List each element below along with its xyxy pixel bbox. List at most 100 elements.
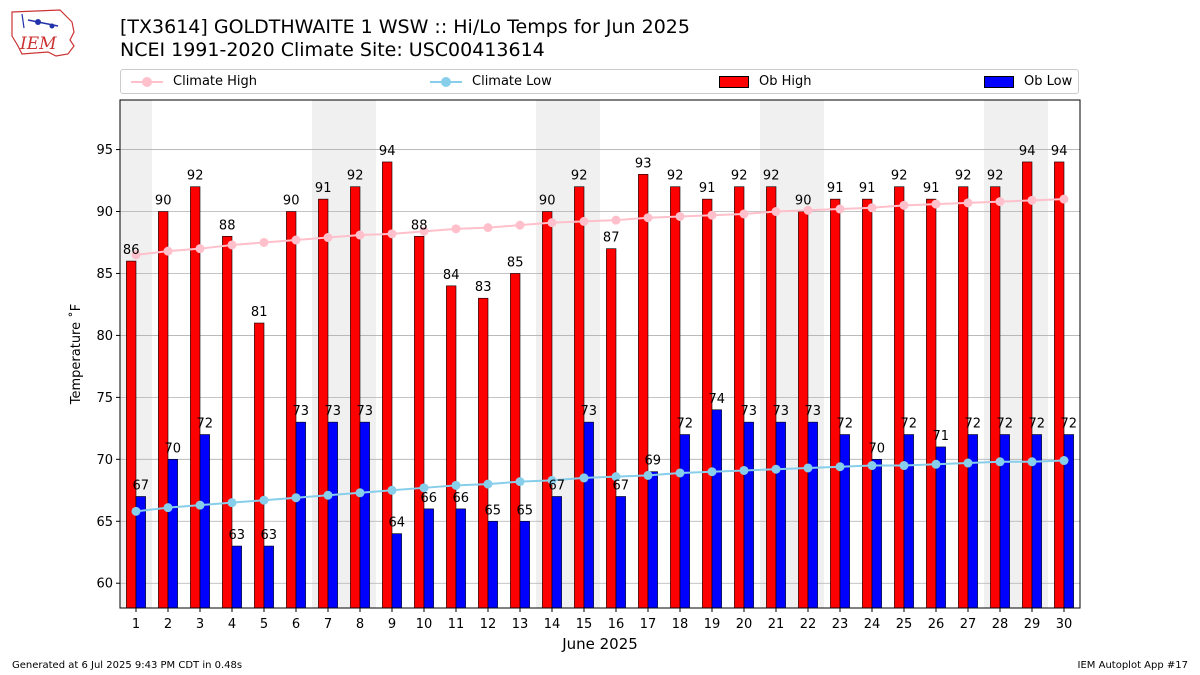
ob-low-bar-day-2 — [167, 459, 178, 609]
x-tick-label-10: 10 — [416, 617, 433, 632]
legend-climate-low-label: Climate Low — [472, 74, 552, 89]
x-tick-label-20: 20 — [736, 617, 753, 632]
ob-low-label-day-25: 72 — [901, 417, 918, 432]
y-tick-label-65: 65 — [96, 515, 113, 530]
ob-low-label-day-16: 67 — [613, 478, 630, 493]
ob-high-bar-day-15 — [574, 186, 585, 609]
climate-low-point-day-14 — [547, 475, 557, 485]
ob-high-bar-day-14 — [542, 211, 553, 609]
climate-low-point-day-15 — [579, 473, 589, 483]
climate-high-point-day-10 — [419, 226, 429, 236]
ob-high-bar-day-11 — [446, 285, 457, 609]
x-tick-label-29: 29 — [1024, 617, 1041, 632]
climate-low-point-day-24 — [867, 461, 877, 471]
x-tick-label-27: 27 — [960, 617, 977, 632]
legend-climate-high-label: Climate High — [173, 74, 258, 89]
x-tick-label-16: 16 — [608, 617, 625, 632]
ob-high-bar-day-1 — [126, 260, 137, 609]
climate-low-point-day-23 — [835, 462, 845, 472]
ob-low-label-day-2: 70 — [165, 441, 182, 456]
climate-low-point-day-3 — [195, 500, 205, 510]
ob-high-label-day-7: 91 — [315, 181, 332, 196]
climate-low-point-day-2 — [163, 503, 173, 513]
y-tick-label-90: 90 — [96, 205, 113, 220]
ob-low-label-day-13: 65 — [517, 503, 534, 518]
ob-low-bar-day-20 — [743, 421, 754, 609]
legend-climate-high: Climate High — [131, 70, 257, 93]
ob-high-label-day-27: 92 — [955, 169, 972, 184]
ob-low-label-day-7: 73 — [325, 404, 342, 419]
x-tick-label-8: 8 — [356, 617, 364, 632]
ob-low-bar-day-4 — [231, 545, 242, 609]
x-tick-label-22: 22 — [800, 617, 817, 632]
ob-low-bar-day-26 — [935, 446, 946, 609]
ob-low-label-day-24: 70 — [869, 441, 886, 456]
ob-low-label-day-28: 72 — [997, 417, 1014, 432]
ob-high-bar-day-17 — [638, 174, 649, 609]
ob-high-label-day-6: 90 — [283, 194, 300, 209]
ob-low-bar-day-18 — [679, 434, 690, 609]
ob-low-label-day-9: 64 — [389, 516, 406, 531]
x-tick-label-11: 11 — [448, 617, 465, 632]
x-tick-label-1: 1 — [132, 617, 140, 632]
footer-generated: Generated at 6 Jul 2025 9:43 PM CDT in 0… — [12, 660, 243, 671]
climate-high-point-day-9 — [387, 229, 397, 239]
climate-low-point-day-19 — [707, 467, 717, 477]
ob-high-bar-day-23 — [830, 198, 841, 609]
climate-high-point-day-15 — [579, 216, 589, 226]
ob-low-bar-day-24 — [871, 459, 882, 609]
climate-high-point-day-2 — [163, 246, 173, 256]
climate-low-line — [135, 459, 1065, 513]
ob-high-label-day-4: 88 — [219, 218, 236, 233]
ob-low-label-day-11: 66 — [453, 491, 470, 506]
iem-logo: IEM — [11, 9, 75, 57]
ob-high-label-day-29: 94 — [1019, 144, 1036, 159]
ob-high-label-day-9: 94 — [379, 144, 396, 159]
ob-low-label-day-19: 74 — [709, 392, 726, 407]
ob-high-label-day-19: 91 — [699, 181, 716, 196]
ob-low-label-day-20: 73 — [741, 404, 758, 419]
ob-high-label-day-14: 90 — [539, 194, 556, 209]
ob-high-label-day-3: 92 — [187, 169, 204, 184]
x-tick-label-19: 19 — [704, 617, 721, 632]
legend: Climate High Climate Low Ob High Ob Low — [120, 69, 1079, 94]
climate-low-point-day-25 — [899, 461, 909, 471]
ob-high-label-day-18: 92 — [667, 169, 684, 184]
climate-high-point-day-14 — [547, 218, 557, 228]
ob-low-label-day-22: 73 — [805, 404, 822, 419]
climate-high-point-day-25 — [899, 200, 909, 210]
climate-high-point-day-19 — [707, 210, 717, 220]
ob-high-bar-day-21 — [766, 186, 777, 609]
ob-low-label-day-29: 72 — [1029, 417, 1046, 432]
legend-climate-low: Climate Low — [430, 70, 552, 93]
climate-low-point-day-13 — [515, 477, 525, 487]
legend-ob-high: Ob High — [719, 70, 812, 93]
climate-high-point-day-6 — [291, 235, 301, 245]
ob-low-bar-day-22 — [807, 421, 818, 609]
ob-low-label-day-30: 72 — [1061, 417, 1078, 432]
chart-title-line1: [TX3614] GOLDTHWAITE 1 WSW :: Hi/Lo Temp… — [120, 16, 690, 38]
y-axis-label: Temperature ˚F — [68, 304, 84, 405]
ob-low-label-day-3: 72 — [197, 417, 214, 432]
climate-low-point-day-10 — [419, 483, 429, 493]
legend-ob-low-label: Ob Low — [1024, 74, 1073, 89]
x-tick-label-4: 4 — [228, 617, 236, 632]
ob-high-label-day-2: 90 — [155, 194, 172, 209]
climate-high-point-day-4 — [227, 240, 237, 250]
y-tick-label-60: 60 — [96, 577, 113, 592]
y-tick-label-80: 80 — [96, 329, 113, 344]
x-tick-label-24: 24 — [864, 617, 881, 632]
climate-low-point-day-22 — [803, 463, 813, 473]
x-tick-label-9: 9 — [388, 617, 396, 632]
x-tick-label-3: 3 — [196, 617, 204, 632]
climate-low-point-day-21 — [771, 464, 781, 474]
x-tick-label-21: 21 — [768, 617, 785, 632]
climate-high-point-day-1 — [131, 250, 141, 260]
climate-high-point-day-28 — [995, 197, 1005, 207]
ob-high-label-day-16: 87 — [603, 231, 620, 246]
climate-high-point-day-26 — [931, 199, 941, 209]
ob-high-label-day-22: 90 — [795, 194, 812, 209]
x-tick-label-18: 18 — [672, 617, 689, 632]
ob-high-label-day-12: 83 — [475, 280, 492, 295]
